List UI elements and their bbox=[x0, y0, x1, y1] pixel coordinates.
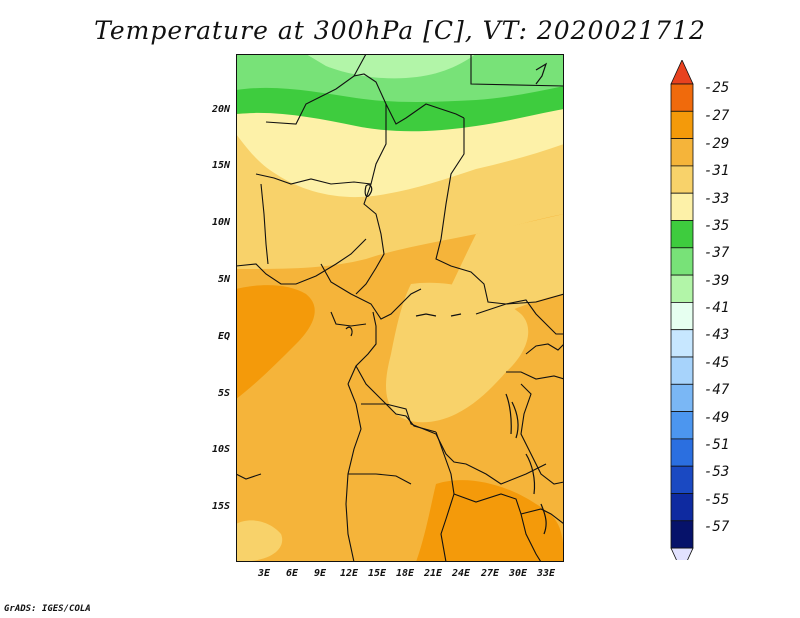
colorbar-swatch bbox=[670, 83, 694, 112]
colorbar-bottom-arrow bbox=[670, 547, 694, 560]
fill-yellow-sw bbox=[236, 520, 283, 562]
lon-tick-label: 24E bbox=[451, 568, 471, 579]
colorbar-label: -45 bbox=[704, 355, 730, 371]
colorbar-swatch bbox=[670, 247, 694, 276]
colorbar-label: -37 bbox=[704, 245, 730, 261]
colorbar-swatch bbox=[670, 438, 694, 467]
colorbar-swatch bbox=[670, 110, 694, 139]
colorbar-swatch bbox=[670, 356, 694, 385]
colorbar-swatch bbox=[670, 329, 694, 358]
credit-text: GrADS: IGES/COLA bbox=[4, 604, 91, 614]
colorbar-swatch bbox=[670, 192, 694, 221]
lon-tick-label: 21E bbox=[423, 568, 443, 579]
country-borders bbox=[236, 54, 564, 562]
chart-title: Temperature at 300hPa [C], VT: 202002171… bbox=[94, 16, 706, 45]
lon-tick-label: 18E bbox=[395, 568, 415, 579]
colorbar-label: -29 bbox=[704, 136, 730, 152]
colorbar-swatch bbox=[670, 520, 694, 549]
colorbar-label: -35 bbox=[704, 218, 730, 234]
map-frame bbox=[236, 54, 564, 562]
colorbar-label: -31 bbox=[704, 163, 730, 179]
lon-tick-label: 6E bbox=[285, 568, 299, 579]
lat-tick-label: 15N bbox=[211, 160, 230, 171]
colorbar-label: -25 bbox=[704, 80, 730, 96]
colorbar-label: -41 bbox=[704, 300, 730, 316]
lon-tick-label: 30E bbox=[508, 568, 528, 579]
lat-tick-label: 5N bbox=[217, 274, 230, 285]
colorbar-swatch bbox=[670, 301, 694, 331]
colorbar-label: -53 bbox=[704, 464, 730, 480]
colorbar-top-arrow bbox=[670, 60, 694, 85]
colorbar-label: -39 bbox=[704, 273, 730, 289]
fill-yellow-basin bbox=[386, 282, 529, 423]
lon-tick-label: 15E bbox=[367, 568, 387, 579]
colorbar-label: -27 bbox=[704, 108, 730, 124]
colorbar-swatch bbox=[670, 220, 694, 249]
colorbar-label: -55 bbox=[704, 492, 730, 508]
lon-tick-label: 9E bbox=[313, 568, 327, 579]
lat-tick-label: EQ bbox=[217, 331, 230, 342]
fill-orange-west bbox=[236, 285, 315, 399]
fill-orange-south bbox=[416, 480, 564, 562]
lon-tick-label: 27E bbox=[480, 568, 500, 579]
fill-green-light bbox=[306, 54, 476, 79]
colorbar-label: -49 bbox=[704, 410, 730, 426]
colorbar-label: -47 bbox=[704, 382, 730, 398]
colorbar-swatch bbox=[670, 383, 694, 412]
lon-tick-label: 33E bbox=[536, 568, 556, 579]
lakes bbox=[345, 62, 548, 535]
lon-tick-label: 12E bbox=[339, 568, 359, 579]
lat-tick-label: 10S bbox=[211, 444, 230, 455]
colorbar-label: -57 bbox=[704, 519, 730, 535]
lat-tick-label: 20N bbox=[211, 104, 230, 115]
colorbar-swatch bbox=[670, 465, 694, 494]
colorbar-swatch bbox=[670, 411, 694, 440]
colorbar-label: -51 bbox=[704, 437, 730, 453]
colorbar-label: -43 bbox=[704, 327, 730, 343]
lat-tick-label: 10N bbox=[211, 217, 230, 228]
lat-tick-label: 15S bbox=[211, 501, 230, 512]
colorbar-label: -33 bbox=[704, 191, 730, 207]
colorbar-swatch bbox=[670, 274, 694, 303]
temperature-map bbox=[236, 54, 564, 562]
colorbar-swatch bbox=[670, 493, 694, 522]
lon-tick-label: 3E bbox=[257, 568, 271, 579]
lat-tick-label: 5S bbox=[217, 388, 230, 399]
colorbar-swatch bbox=[670, 165, 694, 194]
colorbar bbox=[670, 60, 694, 560]
map-panel bbox=[236, 54, 564, 562]
colorbar-swatch bbox=[670, 138, 694, 167]
